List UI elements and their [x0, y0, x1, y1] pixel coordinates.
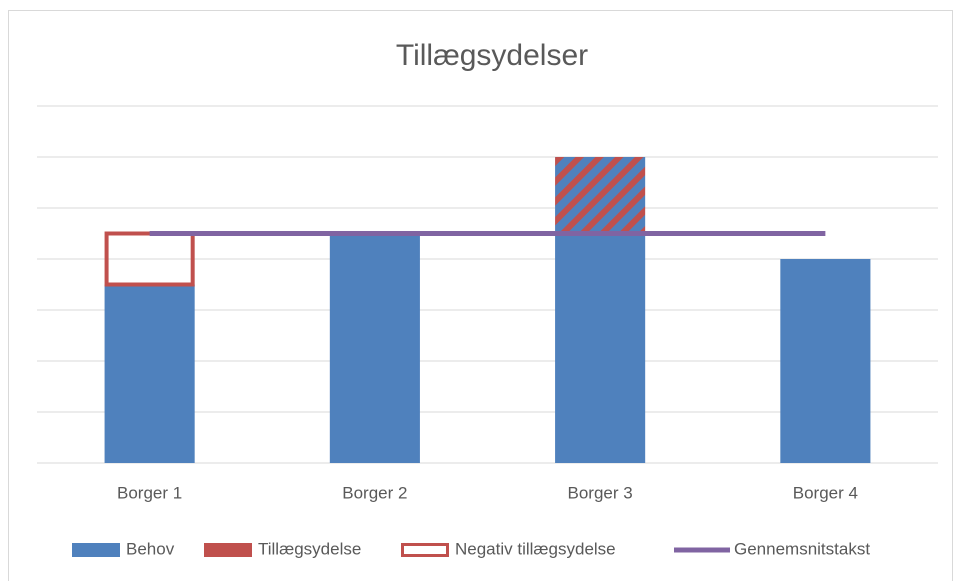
legend-swatch	[401, 543, 449, 557]
bar	[780, 259, 871, 463]
chart-title: Tillægsydelser	[396, 39, 588, 72]
x-tick-label: Borger 3	[568, 483, 633, 502]
x-tick-label: Borger 4	[793, 483, 858, 502]
x-tick-label: Borger 2	[342, 483, 407, 502]
legend-label: Negativ tillægsydelse	[455, 539, 616, 558]
bar	[104, 284, 195, 463]
legend-swatch	[204, 543, 252, 557]
x-tick-label: Borger 1	[117, 483, 182, 502]
bar	[555, 157, 646, 234]
bar	[555, 233, 646, 463]
bar	[329, 233, 420, 463]
legend-label: Behov	[126, 539, 175, 558]
legend-swatch	[72, 543, 120, 557]
legend-label: Tillægsydelse	[258, 539, 361, 558]
legend-label: Gennemsnitstakst	[734, 539, 870, 558]
